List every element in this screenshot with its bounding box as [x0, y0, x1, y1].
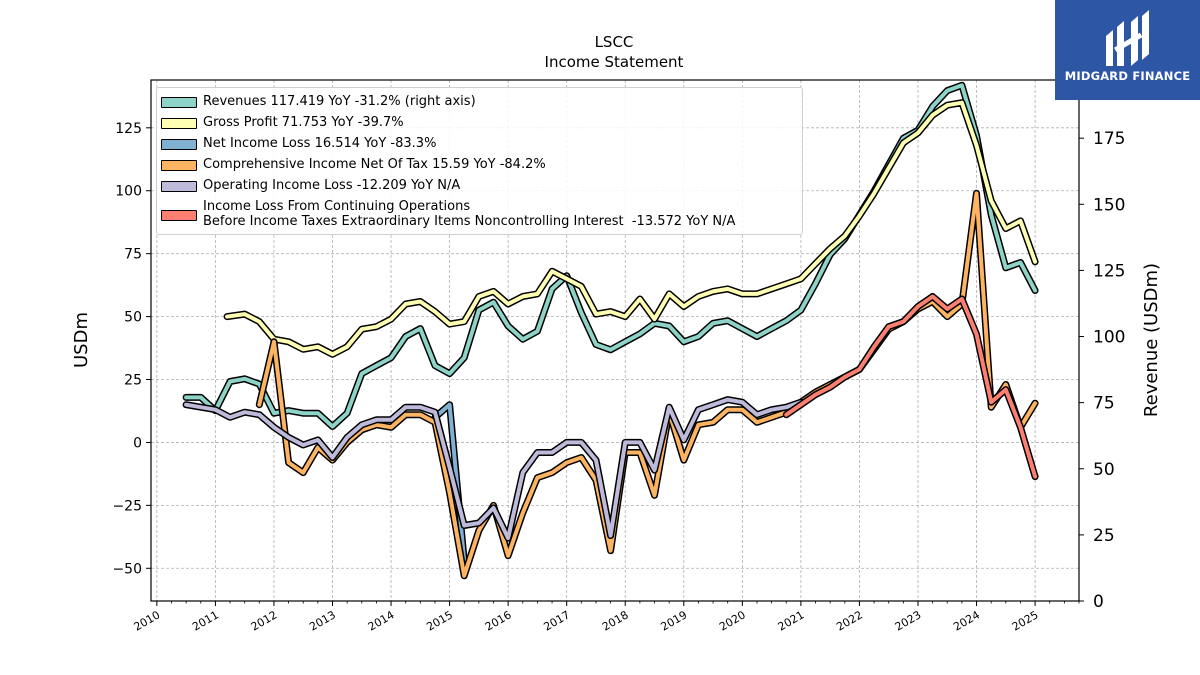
legend-swatch-pretax-income [161, 210, 197, 221]
x-tick-label: 2021 [776, 608, 807, 633]
legend-label-comprehensive-income: Comprehensive Income Net Of Tax 15.59 Yo… [203, 157, 546, 172]
x-tick-label: 2022 [834, 608, 865, 633]
y-right-tick-label: 50 [1093, 460, 1115, 480]
plot-frame [150, 79, 1080, 602]
series-line-outline-comprehensive-income [255, 189, 1039, 580]
legend-swatch-revenues [161, 97, 197, 108]
y-right-tick-label: 25 [1093, 526, 1115, 546]
x-tick-label: 2010 [132, 608, 163, 633]
x-tick-label: 2013 [307, 608, 338, 633]
midgard-finance-logo: MIDGARD FINANCE [1055, 0, 1200, 100]
y-tick-label: 25 [124, 373, 142, 389]
x-tick-label: 2015 [424, 608, 455, 633]
legend-label-revenues: Revenues 117.419 YoY -31.2% (right axis) [203, 94, 476, 109]
logo-text: MIDGARD FINANCE [1064, 69, 1191, 83]
y-tick-label: −25 [112, 498, 142, 514]
y-tick-label: 50 [124, 310, 142, 326]
x-tick-label: 2011 [190, 608, 221, 633]
y-tick-label: 125 [115, 121, 142, 137]
legend-swatch-gross-profit [161, 118, 197, 129]
axis-layer: 2010 2011 2012 2013 2014 2015 2016 2017 2018 2019… [112, 121, 1125, 634]
y-right-tick-label: 100 [1093, 328, 1125, 348]
x-tick-label: 2018 [600, 608, 631, 633]
y-right-tick-label: 150 [1093, 195, 1125, 215]
x-tick-label: 2017 [541, 608, 572, 633]
y-right-tick-label: 175 [1093, 129, 1125, 149]
x-tick-label: 2012 [249, 608, 280, 633]
y-axis-label: USDm [71, 312, 92, 368]
y-tick-label: −50 [112, 561, 142, 577]
series-line-outline-pretax-income [782, 293, 1039, 481]
y-tick-label: 75 [124, 247, 142, 263]
legend-label-net-income: Net Income Loss 16.514 YoY -83.3% [203, 136, 437, 151]
legend-item-pretax-income: Income Loss From Continuing Operations B… [157, 199, 802, 231]
legend-label-pretax-income: Income Loss From Continuing Operations B… [203, 199, 736, 229]
legend-label-gross-profit: Gross Profit 71.753 YoY -39.7% [203, 115, 404, 130]
x-tick-label: 2020 [717, 608, 748, 633]
series-line-operating-income [184, 397, 803, 541]
legend-label-operating-income: Operating Income Loss -12.209 YoY N/A [203, 178, 461, 193]
logo-mark-icon [1106, 10, 1149, 66]
chart-title: LSCC [595, 33, 634, 51]
x-tick-label: 2019 [659, 608, 690, 633]
legend-swatch-operating-income [161, 181, 197, 192]
series-layer [182, 81, 1039, 580]
x-tick-label: 2024 [951, 608, 982, 633]
series-line-pretax-income [784, 294, 1038, 479]
legend-swatch-comprehensive-income [161, 160, 197, 171]
y-axis-right-label: Revenue (USDm) [1141, 263, 1162, 417]
y-right-tick-label: 125 [1093, 261, 1125, 281]
chart-subtitle: Income Statement [545, 53, 684, 71]
y-tick-label: 0 [133, 435, 142, 451]
y-tick-label: 100 [115, 184, 142, 200]
chart-legend: Revenues 117.419 YoY -31.2% (right axis)… [156, 87, 803, 235]
x-tick-label: 2025 [1010, 608, 1041, 633]
x-tick-label: 2016 [483, 608, 514, 633]
series-line-gross-profit [225, 100, 1038, 357]
y-right-tick-label: 0 [1093, 592, 1104, 612]
series-line-comprehensive-income [257, 191, 1038, 578]
y-right-tick-label: 75 [1093, 394, 1115, 414]
x-tick-label: 2023 [893, 608, 924, 633]
legend-swatch-net-income [161, 139, 197, 150]
x-tick-label: 2014 [366, 608, 397, 633]
